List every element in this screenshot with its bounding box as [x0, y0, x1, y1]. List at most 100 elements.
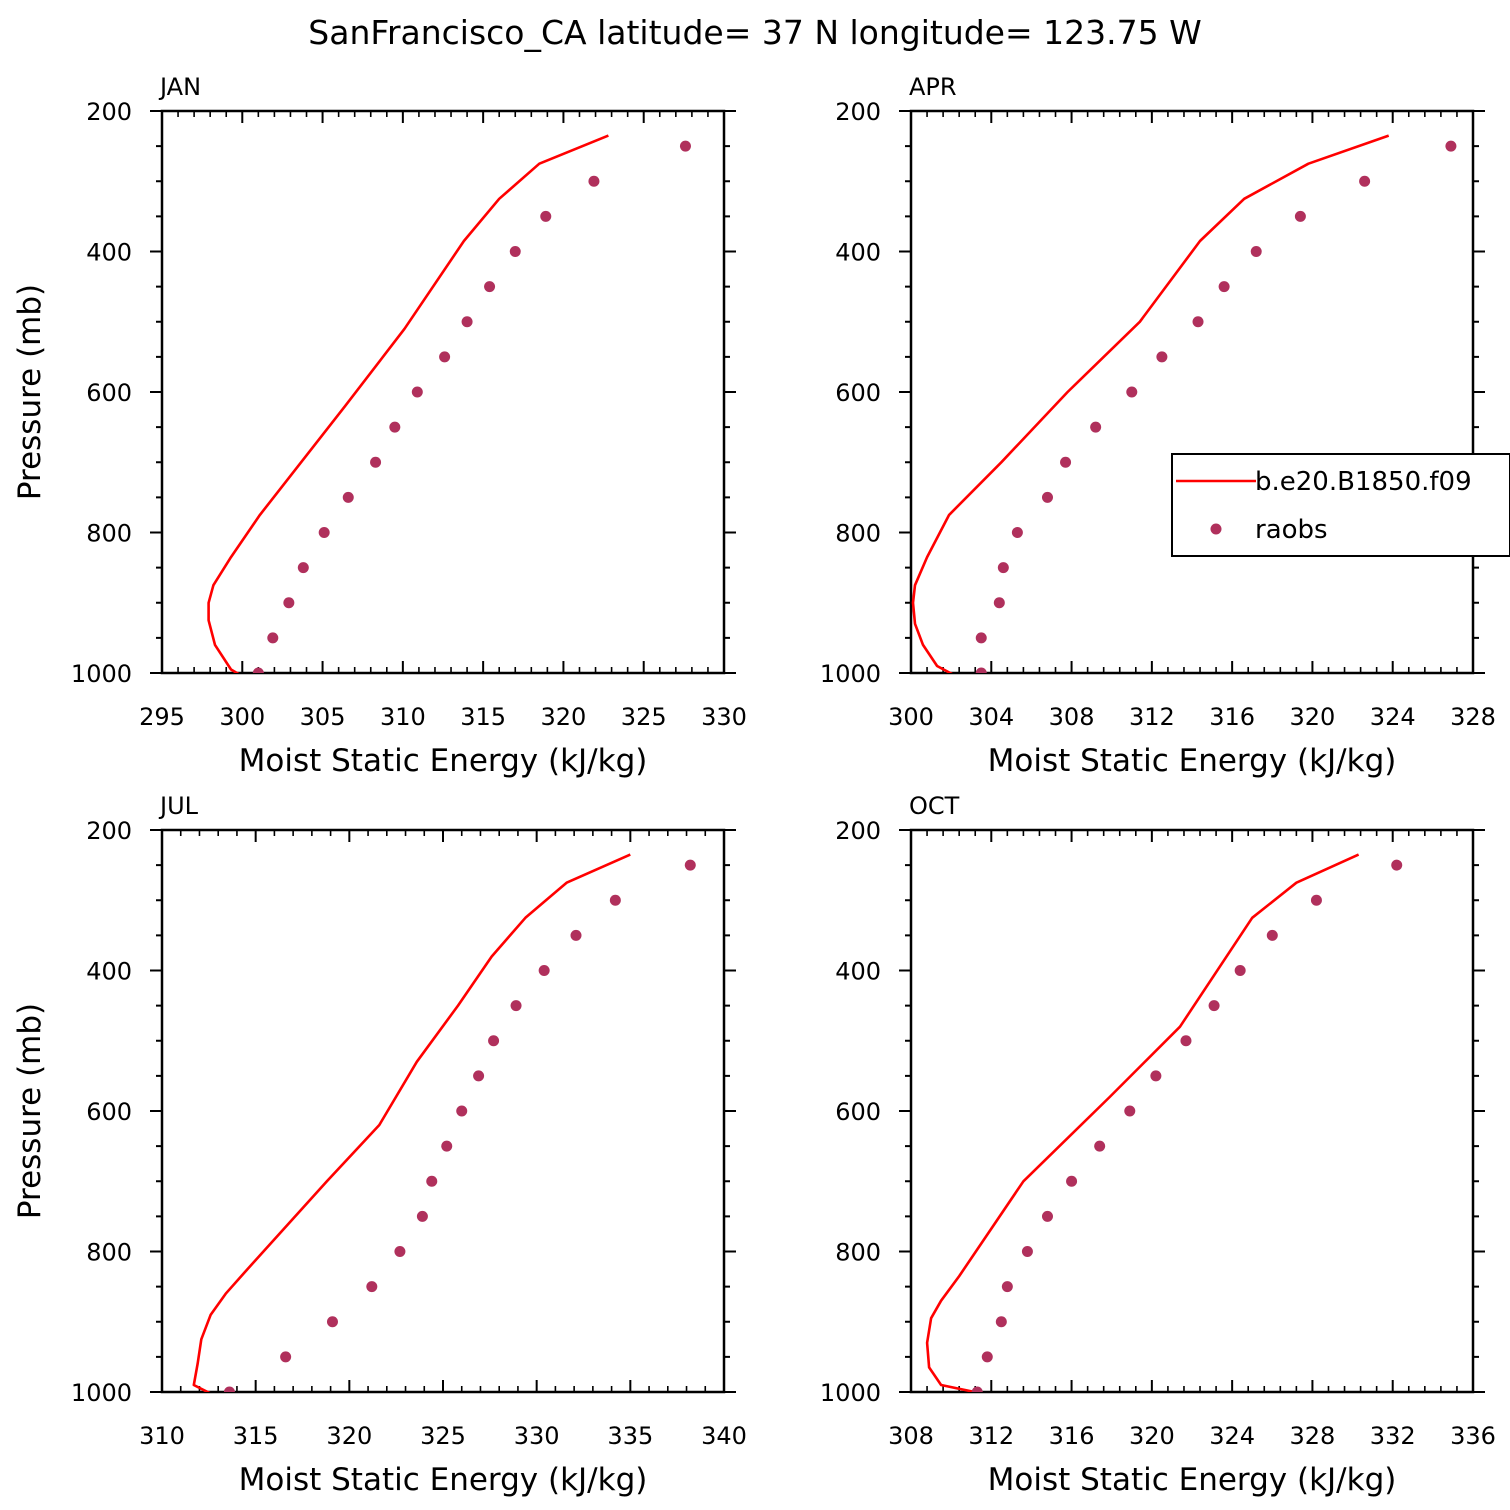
raobs-point	[540, 210, 552, 222]
y-tick-label: 1000	[820, 1379, 881, 1407]
plot-frame	[160, 109, 726, 675]
y-tick-label: 400	[835, 958, 881, 986]
x-tick-label: 305	[300, 703, 346, 731]
raobs-point	[1250, 246, 1262, 257]
raobs-point	[1060, 456, 1072, 468]
raobs-point	[1445, 140, 1457, 152]
raobs-point	[1218, 281, 1230, 293]
raobs-point	[1294, 210, 1306, 222]
x-axis-label: Moist Static Energy (kJ/kg)	[239, 1462, 648, 1498]
x-tick-label: 325	[621, 703, 667, 731]
raobs-point	[1011, 527, 1023, 538]
x-tick-label: 316	[1209, 703, 1255, 731]
raobs-point	[993, 597, 1005, 609]
y-axis-label: Pressure (mb)	[12, 284, 48, 500]
raobs-point	[441, 1140, 453, 1152]
plot-frame	[160, 828, 726, 1394]
legend-box	[1171, 453, 1510, 557]
x-tick-label: 315	[460, 703, 506, 731]
x-tick-label: 320	[326, 1422, 372, 1450]
model-line	[925, 853, 1360, 1392]
x-tick-label: 335	[607, 1422, 653, 1450]
panel-oct: 308 312 316 320 324 328 332 336 200 400 600 800 1000…	[820, 792, 1496, 1498]
raobs-point	[975, 667, 987, 673]
raobs-point	[484, 281, 496, 293]
raobs-point	[971, 1386, 983, 1392]
raobs-point	[538, 965, 550, 976]
raobs-point	[1094, 1140, 1106, 1152]
raobs-point	[1041, 491, 1053, 503]
legend-dot-swatch	[1210, 523, 1222, 535]
y-tick-label: 600	[86, 1098, 132, 1126]
raobs-point	[588, 175, 600, 187]
raobs-point	[366, 1281, 378, 1293]
x-tick-label: 330	[514, 1422, 560, 1450]
raobs-point	[267, 632, 279, 644]
x-tick-label: 300	[888, 703, 934, 731]
raobs-point	[370, 456, 382, 468]
x-tick-label: 312	[1129, 703, 1175, 731]
y-tick-label: 800	[835, 520, 881, 548]
x-tick-label: 320	[1290, 703, 1336, 731]
raobs-point	[679, 140, 691, 152]
raobs-point	[509, 246, 521, 257]
raobs-point	[1208, 1000, 1220, 1012]
raobs-point	[283, 597, 295, 609]
x-tick-label: 316	[1049, 1422, 1095, 1450]
raobs-point	[456, 1105, 468, 1117]
x-axis-label: Moist Static Energy (kJ/kg)	[239, 743, 648, 779]
raobs-point	[570, 929, 582, 941]
x-tick-label: 340	[701, 1422, 747, 1450]
y-tick-label: 600	[86, 379, 132, 407]
x-tick-label: 312	[968, 1422, 1014, 1450]
raobs-point	[1041, 1210, 1053, 1222]
raobs-point	[426, 1175, 438, 1187]
raobs-point	[997, 562, 1009, 574]
model-line	[207, 134, 609, 673]
raobs-point	[510, 1000, 522, 1012]
raobs-point	[1150, 1070, 1162, 1082]
x-tick-label: 332	[1370, 1422, 1416, 1450]
legend: b.e20.B1850.f09 raobs	[1171, 453, 1510, 557]
raobs-point	[473, 1070, 485, 1082]
x-tick-label: 295	[139, 703, 185, 731]
x-tick-label: 330	[701, 703, 747, 731]
x-tick-label: 310	[380, 703, 426, 731]
raobs-point	[981, 1351, 993, 1363]
panel-label: APR	[909, 73, 957, 101]
y-tick-label: 400	[835, 239, 881, 267]
x-tick-label: 325	[420, 1422, 466, 1450]
model-line	[192, 853, 631, 1392]
x-tick-label: 324	[1209, 1422, 1255, 1450]
raobs-point	[394, 1246, 406, 1257]
legend-label-obs: raobs	[1255, 515, 1328, 545]
panel-label: OCT	[909, 792, 960, 820]
panel-label: JUL	[158, 792, 199, 820]
figure-title: SanFrancisco_CA latitude= 37 N longitude…	[308, 13, 1201, 52]
y-tick-label: 200	[86, 98, 132, 126]
raobs-point	[609, 894, 621, 906]
raobs-point	[342, 491, 354, 503]
x-tick-label: 300	[219, 703, 265, 731]
plot-area	[192, 853, 696, 1392]
x-tick-label: 336	[1450, 1422, 1496, 1450]
y-tick-label: 400	[86, 958, 132, 986]
x-tick-label: 328	[1290, 1422, 1336, 1450]
plot-area	[911, 134, 1457, 673]
x-axis-label: Moist Static Energy (kJ/kg)	[988, 743, 1397, 779]
raobs-point	[995, 1316, 1007, 1328]
raobs-point	[1090, 421, 1102, 433]
raobs-point	[1359, 175, 1371, 187]
panels: 295 300 305 310 315 320 325 330 200 400 600 800 1000…	[12, 73, 1510, 1498]
raobs-point	[1391, 859, 1403, 871]
raobs-point	[297, 562, 309, 574]
y-tick-label: 200	[86, 817, 132, 845]
raobs-point	[1310, 894, 1322, 906]
raobs-point	[461, 316, 473, 328]
y-tick-label: 1000	[71, 1379, 132, 1407]
plot-area	[207, 134, 691, 673]
raobs-point	[252, 667, 264, 673]
raobs-point	[1234, 965, 1246, 976]
x-tick-label: 320	[1129, 1422, 1175, 1450]
